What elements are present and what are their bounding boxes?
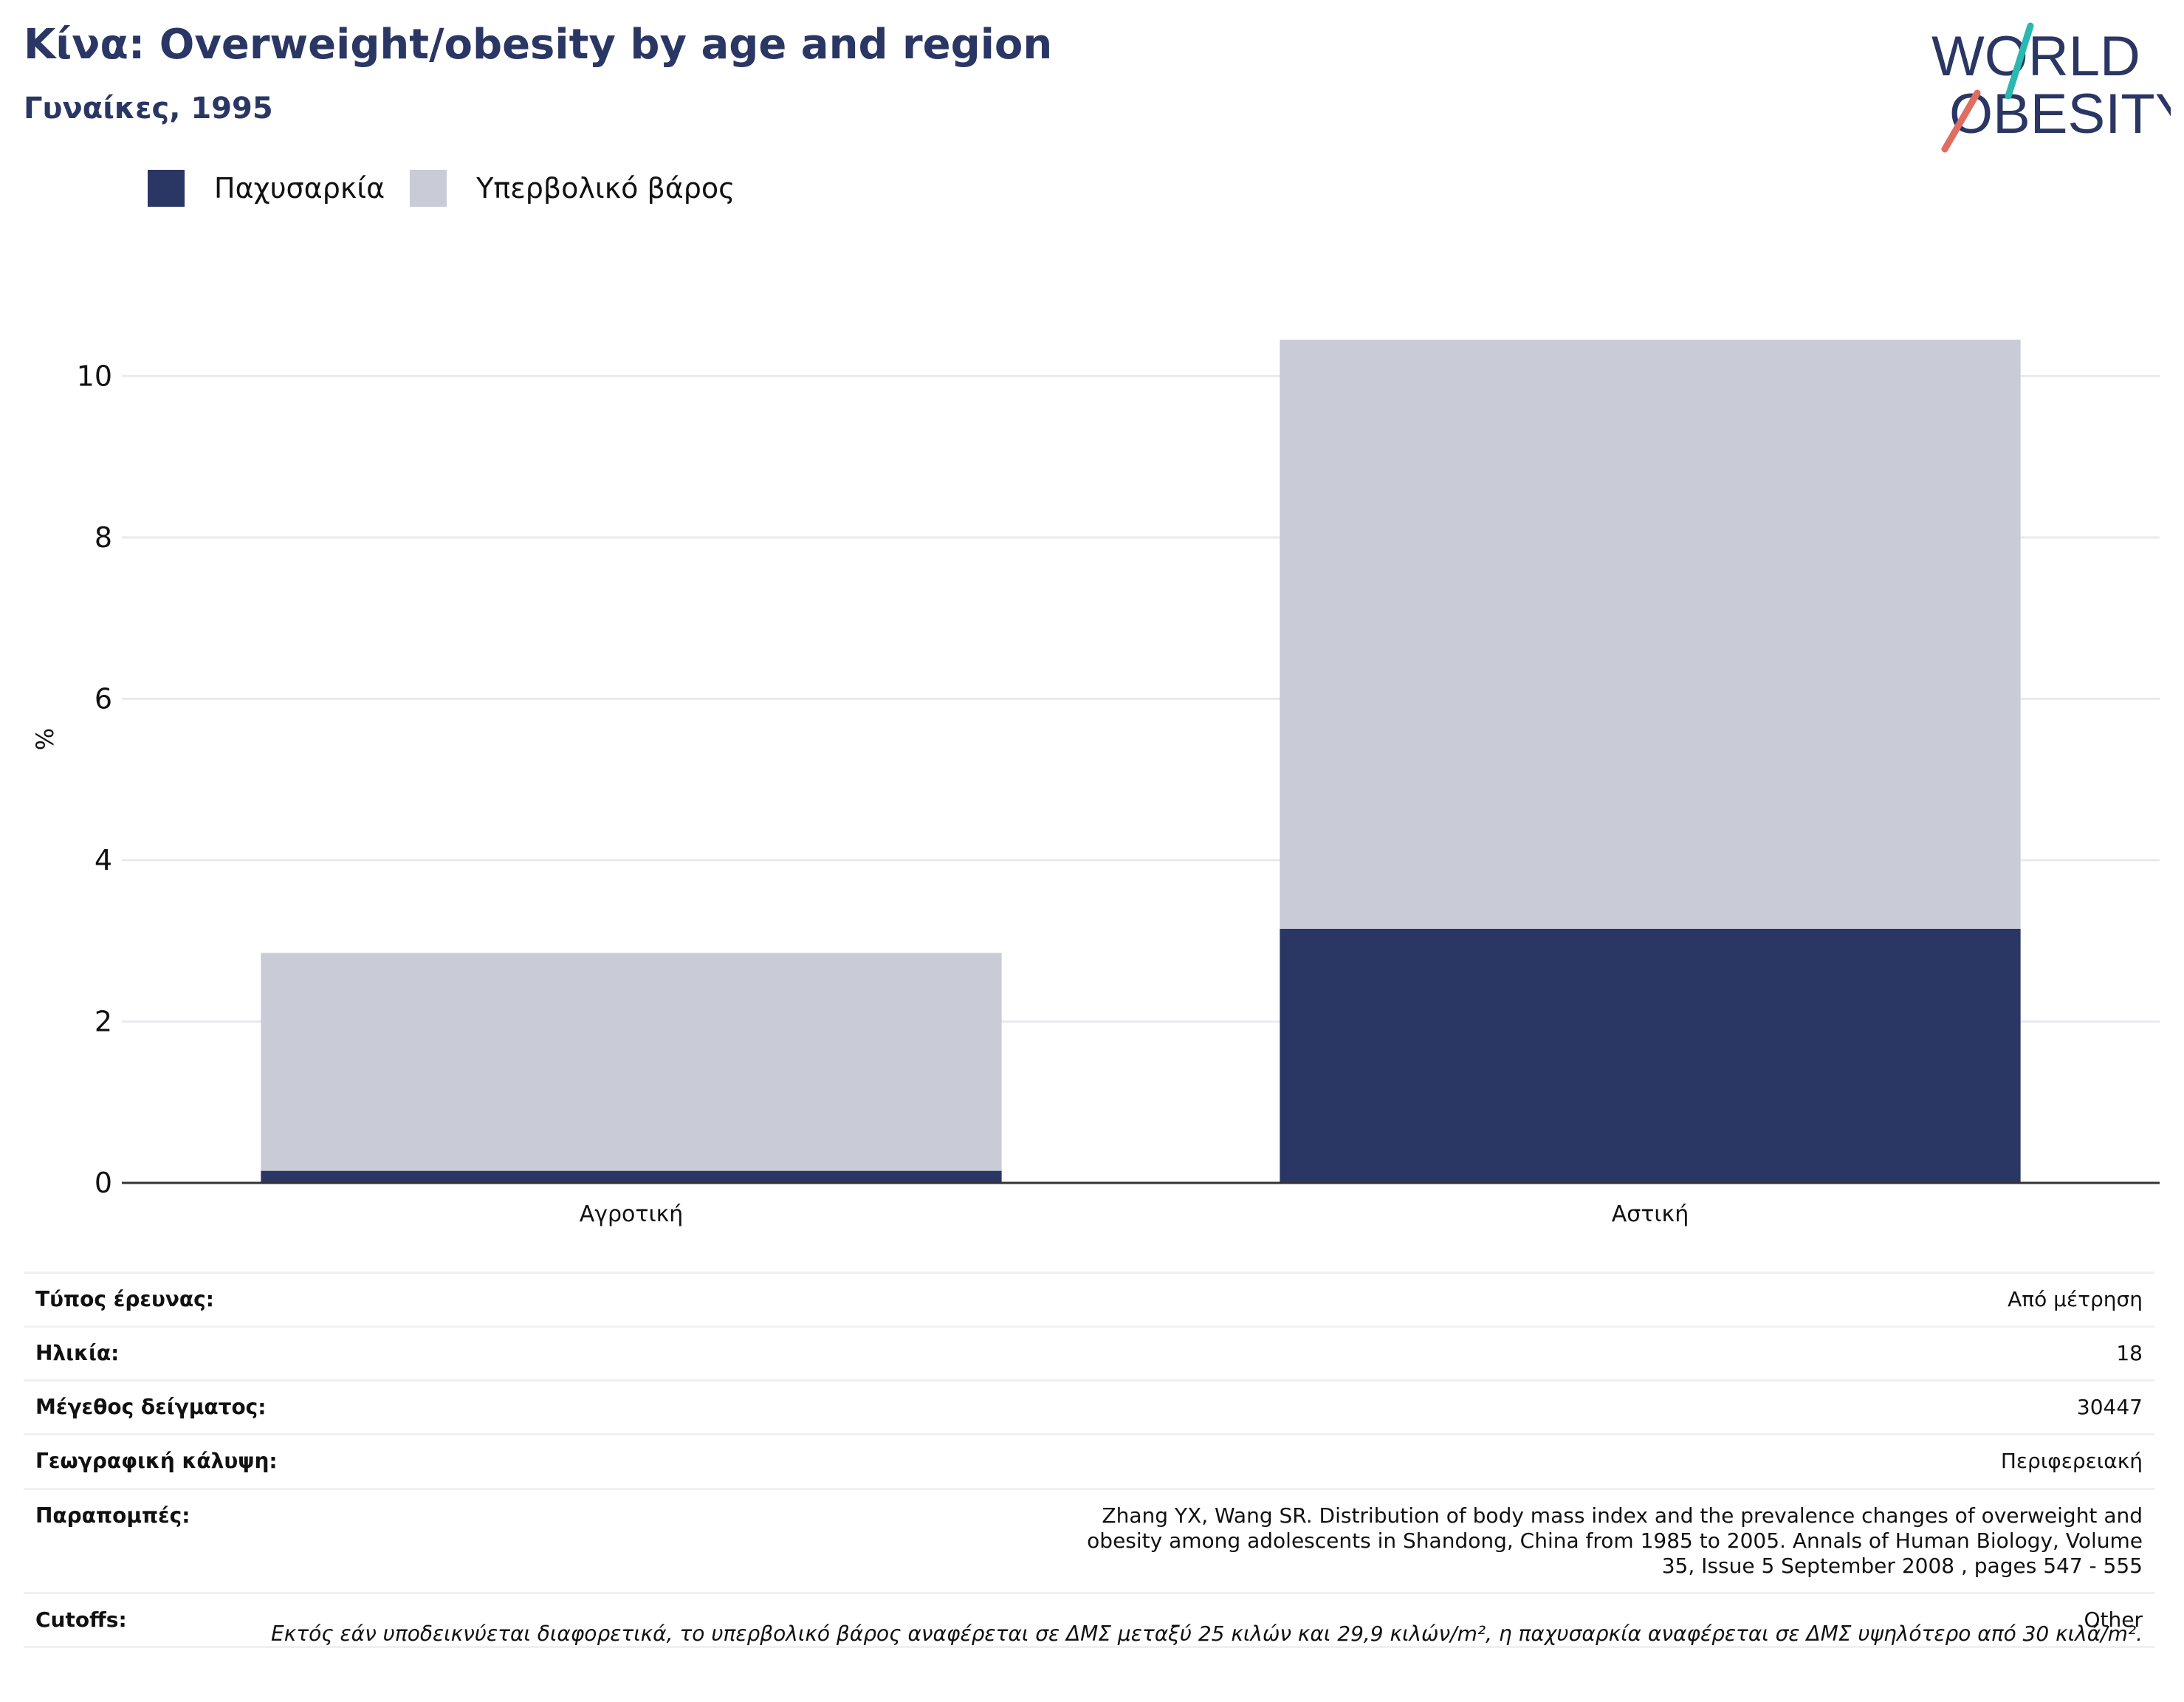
info-value: 18 (431, 1327, 2154, 1381)
chart-subtitle: Γυναίκες, 1995 (24, 92, 273, 126)
info-label: Γεωγραφική κάλυψη: (24, 1435, 431, 1489)
y-tick-label: 6 (95, 682, 112, 715)
y-axis-label: % (31, 728, 59, 750)
chart-legend: Παχυσαρκία Υπερβολικό βάρος (148, 170, 760, 207)
info-row-age: Ηλικία: 18 (24, 1327, 2154, 1381)
bar-obesity (261, 1171, 1001, 1183)
legend-label-obesity: Παχυσαρκία (214, 172, 385, 205)
survey-info-table: Τύπος έρευνας: Από μέτρηση Ηλικία: 18 Μέ… (24, 1272, 2154, 1648)
info-row-geographic-coverage: Γεωγραφική κάλυψη: Περιφερειακή (24, 1435, 2154, 1489)
info-label: Ηλικία: (24, 1327, 431, 1381)
info-row-survey-type: Τύπος έρευνας: Από μέτρηση (24, 1273, 2154, 1327)
y-tick-label: 8 (95, 521, 112, 554)
legend-item-overweight[interactable]: Υπερβολικό βάρος (410, 170, 735, 207)
info-value: Περιφερειακή (431, 1435, 2154, 1489)
bar-overweight (261, 953, 1001, 1171)
bar-overweight (1280, 340, 2020, 929)
world-obesity-logo: WORLD OBESITY (1927, 22, 2171, 155)
info-row-sample-size: Μέγεθος δείγματος: 30447 (24, 1381, 2154, 1435)
x-tick-label: Αστική (1612, 1201, 1689, 1227)
info-label: Τύπος έρευνας: (24, 1273, 431, 1327)
info-label: Παραπομπές: (24, 1489, 431, 1593)
stacked-bar-chart: 0 2 4 6 8 10% Αγροτική Αστική (0, 281, 2184, 1241)
logo-line1: WORLD (1931, 25, 2140, 88)
info-value: Από μέτρηση (431, 1273, 2154, 1327)
legend-swatch-overweight (410, 170, 447, 207)
info-value: Zhang YX, Wang SR. Distribution of body … (431, 1489, 2154, 1593)
y-tick-label: 4 (95, 844, 112, 876)
info-value: 30447 (431, 1381, 2154, 1435)
info-row-references: Παραπομπές: Zhang YX, Wang SR. Distribut… (24, 1489, 2154, 1593)
y-tick-label: 10 (77, 360, 112, 392)
bar-obesity (1280, 929, 2020, 1183)
y-tick-label: 0 (95, 1167, 112, 1199)
legend-item-obesity[interactable]: Παχυσαρκία (148, 170, 385, 207)
legend-swatch-obesity (148, 170, 185, 207)
info-label: Μέγεθος δείγματος: (24, 1381, 431, 1435)
x-tick-label: Αγροτική (580, 1201, 684, 1227)
chart-title: Κίνα: Overweight/obesity by age and regi… (24, 21, 1052, 69)
legend-label-overweight: Υπερβολικό βάρος (476, 172, 735, 205)
footnote: Εκτός εάν υποδεικνύεται διαφορετικά, το … (24, 1622, 2143, 1646)
logo-line2: OBESITY (1949, 83, 2171, 145)
y-tick-label: 2 (95, 1005, 112, 1037)
